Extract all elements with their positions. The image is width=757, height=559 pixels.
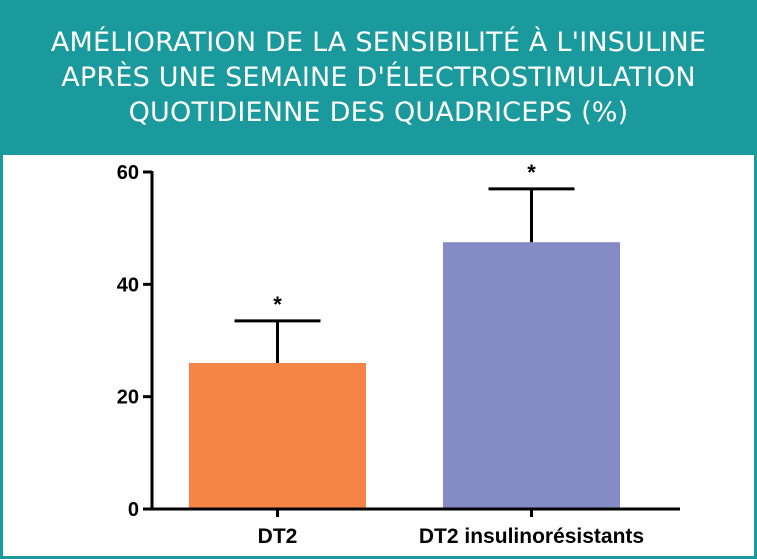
chart-title-line-2: APRÈS UNE SEMAINE D'ÉLECTROSTIMULATION bbox=[61, 62, 696, 93]
chart-title-line-1: AMÉLIORATION DE LA SENSIBILITÉ À L'INSUL… bbox=[50, 27, 707, 58]
significance-mark-0: * bbox=[273, 292, 282, 317]
y-tick-label-0: 0 bbox=[128, 499, 139, 521]
bar-0 bbox=[189, 362, 366, 509]
bar-1 bbox=[443, 242, 620, 510]
significance-mark-1: * bbox=[527, 160, 536, 185]
chart-title-line-3: QUOTIDIENNE DES QUADRICEPS (%) bbox=[128, 97, 629, 128]
y-tick-label-3: 60 bbox=[117, 162, 139, 184]
x-tick-label-0: DT2 bbox=[258, 525, 298, 548]
title-banner: AMÉLIORATION DE LA SENSIBILITÉ À L'INSUL… bbox=[0, 0, 757, 155]
y-tick-label-1: 20 bbox=[117, 387, 139, 409]
y-tick-label-2: 40 bbox=[117, 274, 139, 296]
x-tick-label-1: DT2 insulinorésistants bbox=[419, 525, 644, 548]
